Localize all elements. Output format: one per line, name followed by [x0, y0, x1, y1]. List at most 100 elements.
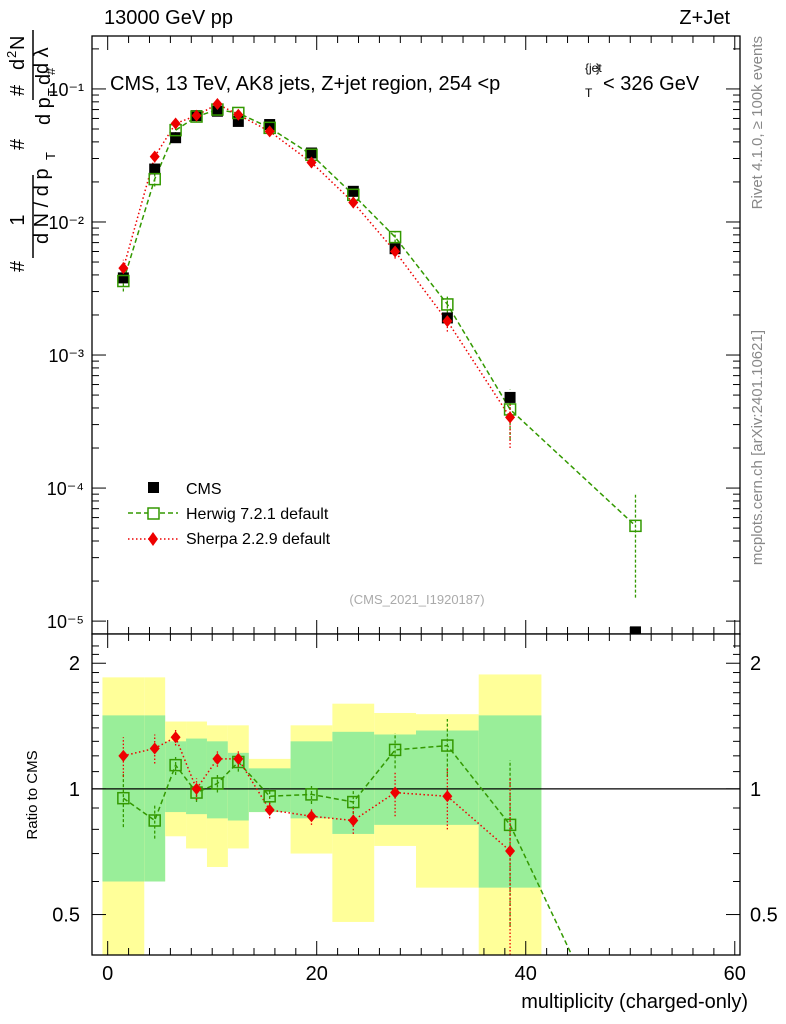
sherpa-ratio-point: [191, 782, 202, 795]
sherpa-point: [149, 150, 160, 163]
sherpa-ratio-point: [118, 749, 129, 762]
svg-text:N: N: [7, 36, 29, 50]
svg-text:}: }: [596, 61, 600, 75]
y-tick-label: 10⁻²: [48, 213, 84, 233]
svg-text:{jet: {jet: [585, 61, 602, 75]
legend-entry-sherpa: Sherpa 2.2.9 default: [128, 531, 331, 548]
legend: CMS Herwig 7.2.1 default Sherpa 2.2.9 de…: [128, 481, 331, 548]
ratio-y-tick-label-right: 1: [750, 779, 761, 801]
herwig-line: [122, 108, 637, 527]
y-tick-label: 10⁻⁵: [47, 612, 84, 632]
svg-text:CMS, 13 TeV, AK8 jets, Z+jet r: CMS, 13 TeV, AK8 jets, Z+jet region, 254…: [110, 73, 500, 95]
sherpa-ratio-point: [306, 810, 317, 823]
cms-point: [170, 132, 182, 144]
herwig-point: [441, 298, 454, 311]
header-right: Z+Jet: [679, 7, 730, 29]
plot-title: CMS, 13 TeV, AK8 jets, Z+jet region, 254…: [110, 61, 700, 100]
uncertainty-band-inner: [374, 734, 416, 825]
svg-text:T: T: [585, 86, 593, 100]
herwig-point: [388, 230, 402, 244]
cms-point: [629, 626, 641, 638]
ratio-y-tick-label: 1: [69, 779, 80, 801]
svg-text:#: #: [7, 138, 29, 150]
svg-text:T: T: [45, 88, 60, 96]
herwig-point: [148, 172, 161, 186]
legend-label-herwig: Herwig 7.2.1 default: [186, 506, 329, 523]
sherpa-ratio-line: [123, 736, 511, 852]
uncertainty-band-inner: [165, 741, 187, 813]
xlabel: multiplicity (charged-only): [521, 991, 748, 1013]
mcplots-label: mcplots.cern.ch [arXiv:2401.10621]: [749, 330, 766, 565]
sherpa-line: [122, 103, 511, 418]
cms-point: [305, 147, 317, 159]
analysis-tag: (CMS_2021_I1920187): [349, 592, 484, 607]
herwig-ratio-point: [347, 795, 360, 809]
legend-label-cms: CMS: [186, 481, 222, 498]
cms-point: [211, 105, 223, 117]
sherpa-point: [264, 125, 275, 138]
uncertainty-band-inner: [290, 741, 333, 819]
uncertainty-band-inner: [186, 738, 207, 815]
legend-marker-cms: [148, 482, 159, 493]
sherpa-point: [348, 196, 359, 209]
herwig-ratio-point: [305, 788, 318, 801]
sherpa-ratio-point: [390, 786, 401, 799]
x-tick-label: 20: [306, 963, 328, 985]
sherpa-ratio-point: [505, 844, 516, 857]
uncertainty-band-inner: [478, 715, 542, 888]
sherpa-ratio-point: [212, 752, 223, 765]
sherpa-point: [118, 262, 129, 275]
y-tick-label: 10⁻³: [48, 346, 84, 366]
sherpa-point: [212, 98, 223, 111]
sherpa-point: [191, 109, 202, 122]
svg-text:d: d: [7, 59, 29, 70]
x-tick-label: 0: [102, 963, 113, 985]
y-tick-label: 10⁻⁴: [47, 479, 84, 499]
main-ylabel: # 1 d N / d p T # d p T d # # d 2 N d λ: [4, 30, 60, 272]
y-tick-label: 10⁻¹: [48, 80, 84, 100]
cms-point: [232, 115, 244, 127]
cms-point: [347, 185, 359, 197]
sherpa-point: [233, 108, 244, 121]
ratio-y-tick-label-right: 2: [750, 653, 761, 675]
sherpa-ratio-point: [233, 752, 244, 765]
cms-point: [264, 119, 276, 131]
main-panel-frame: 10⁻⁵10⁻⁴10⁻³10⁻²10⁻¹1: [47, 35, 741, 635]
rivet-label: Rivet 4.1.0, ≥ 100k events: [749, 36, 766, 209]
ratio-plot: [92, 719, 740, 955]
ratio-panel-frame: 0.5 0.51 12 20 20 40 60: [52, 633, 778, 985]
herwig-point: [629, 519, 642, 533]
herwig-ratio-point: [388, 743, 402, 757]
legend-entry-cms: CMS: [148, 481, 222, 498]
sherpa-ratio-point: [348, 814, 359, 827]
uncertainty-band-inner: [144, 715, 166, 882]
main-plot: [117, 98, 642, 638]
x-tick-label: 60: [724, 963, 746, 985]
sherpa-point: [505, 411, 516, 424]
svg-text:#: #: [7, 84, 29, 96]
herwig-ratio-point: [441, 739, 454, 752]
ratio-y-tick-label: 2: [69, 653, 80, 675]
ratio-ylabel: Ratio to CMS: [24, 750, 41, 839]
svg-text:d λ: d λ: [31, 47, 53, 74]
cms-point: [149, 163, 161, 175]
main-panel-background: [92, 36, 740, 634]
ratio-y-tick-label: 0.5: [52, 905, 80, 927]
cms-point: [504, 391, 516, 403]
herwig-point: [117, 274, 130, 288]
ratio-frame-border: [91, 633, 741, 956]
svg-text:2: 2: [4, 51, 19, 58]
legend-label-sherpa: Sherpa 2.2.9 default: [186, 531, 331, 548]
svg-text:d: d: [33, 74, 55, 85]
svg-text:#: #: [43, 67, 58, 75]
herwig-ratio-point: [211, 777, 224, 790]
header-left: 13000 GeV pp: [104, 7, 233, 29]
sherpa-ratio-point: [264, 804, 275, 817]
uncertainty-band-inner: [227, 752, 249, 821]
herwig-ratio-point: [117, 791, 130, 805]
sherpa-point: [390, 245, 401, 258]
herwig-ratio-point: [148, 814, 161, 827]
svg-text:d p: d p: [33, 97, 55, 125]
sherpa-point: [442, 315, 453, 328]
